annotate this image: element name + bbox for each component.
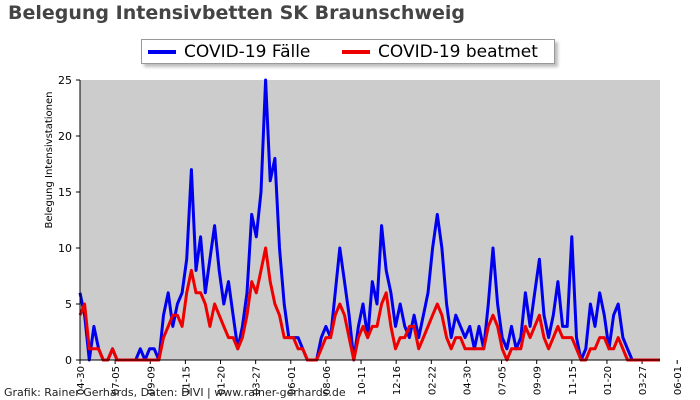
x-tick-label: 11-15 bbox=[181, 366, 192, 395]
chart-title: Belegung Intensivbetten SK Braunschweig bbox=[8, 2, 466, 24]
x-tick-label: 06-01 bbox=[673, 366, 684, 395]
legend-entry-beatmet: COVID-19 beatmet bbox=[342, 41, 538, 63]
y-tick-label: 5 bbox=[65, 298, 72, 311]
y-tick-label: 25 bbox=[58, 74, 72, 87]
y-tick-label: 15 bbox=[58, 186, 72, 199]
x-tick-label: 07-05 bbox=[498, 366, 509, 395]
x-tick-label: 02-22 bbox=[427, 366, 438, 395]
x-tick-label: 08-06 bbox=[322, 366, 333, 395]
x-tick-label: 04-30 bbox=[462, 366, 473, 395]
x-tick-label: 07-05 bbox=[111, 366, 122, 395]
x-tick-label: 03-27 bbox=[252, 366, 263, 395]
legend-swatch-faelle bbox=[148, 50, 176, 54]
legend-label-beatmet: COVID-19 beatmet bbox=[378, 42, 538, 62]
x-tick-label: 01-20 bbox=[603, 366, 614, 395]
x-tick-label: 11-15 bbox=[568, 366, 579, 395]
x-tick-label: 06-01 bbox=[287, 366, 298, 395]
x-tick-label: 10-11 bbox=[357, 366, 368, 395]
series-line-faelle bbox=[78, 78, 660, 362]
footer-credit: Grafik: Rainer Gerhards, Daten: DIVI | w… bbox=[4, 386, 346, 399]
x-tick-label: 01-20 bbox=[217, 366, 228, 395]
y-tick-label: 0 bbox=[65, 354, 72, 367]
y-axis-label: Belegung Intensivstationen bbox=[44, 91, 55, 228]
y-tick-label: 10 bbox=[58, 242, 72, 255]
series-line-beatmet bbox=[78, 246, 660, 362]
x-tick-label: 03-27 bbox=[638, 366, 649, 395]
legend-label-faelle: COVID-19 Fälle bbox=[184, 42, 311, 62]
legend-swatch-beatmet bbox=[342, 50, 370, 54]
x-tick-label: 12-16 bbox=[392, 366, 403, 395]
x-tick-label: 04-30 bbox=[76, 366, 87, 395]
legend-entry-faelle: COVID-19 Fälle bbox=[148, 41, 310, 63]
legend: COVID-19 Fälle COVID-19 beatmet bbox=[141, 39, 555, 64]
x-tick-label: 09-09 bbox=[146, 366, 157, 395]
y-tick-label: 20 bbox=[58, 130, 72, 143]
x-tick-label: 09-09 bbox=[533, 366, 544, 395]
